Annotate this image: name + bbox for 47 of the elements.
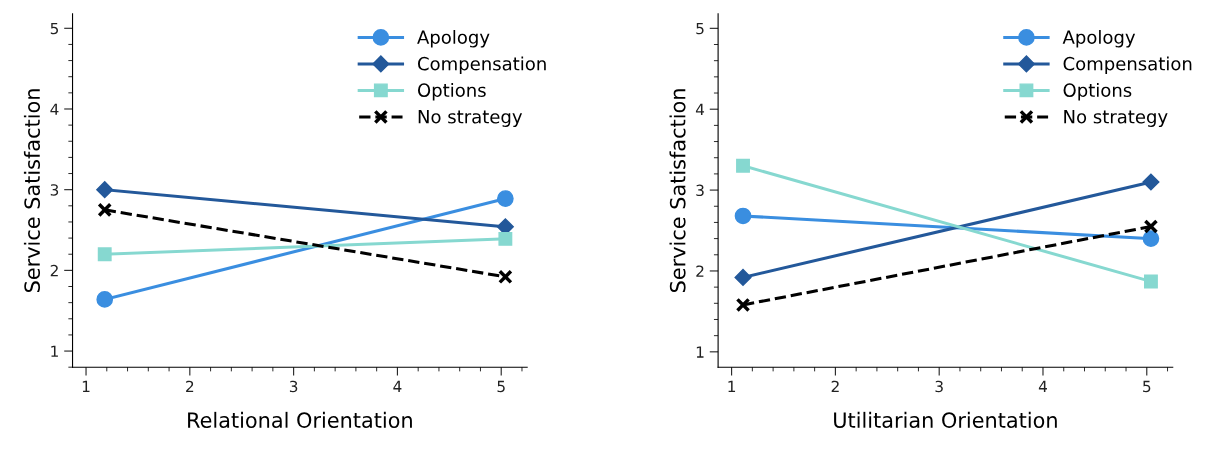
point (735, 297, 751, 313)
point (736, 158, 750, 173)
y-tick-label: 5 (50, 22, 59, 35)
x-tick-label: 3 (289, 380, 298, 393)
x-tick-label: 5 (1143, 380, 1151, 393)
x-tick-label: 4 (393, 380, 402, 392)
x-tick-label: 2 (831, 380, 839, 392)
point (96, 181, 114, 199)
x-tick-label: 1 (82, 380, 90, 392)
y-axis-title: Service Satisfaction (669, 89, 686, 293)
legend-label: Apology (1062, 30, 1136, 48)
y-tick-label: 2 (50, 264, 58, 277)
y-tick-label: 1 (696, 346, 704, 358)
y-tick-label: 3 (50, 184, 59, 196)
point (97, 202, 113, 218)
y-tick-label: 4 (695, 103, 705, 116)
point (1143, 219, 1159, 234)
point (1142, 230, 1160, 247)
y-tick-label: 4 (50, 103, 59, 115)
legend-label: No strategy (418, 110, 523, 127)
y-axis-title: Service Satisfaction (23, 89, 41, 293)
point (97, 247, 112, 262)
y-tick-label: 3 (696, 184, 704, 197)
x-axis-title: Utilitarian Orientation (834, 411, 1057, 428)
point (1142, 173, 1160, 191)
x-tick-label: 5 (497, 380, 505, 393)
legend-label: Options (417, 83, 486, 101)
x-axis-title: Relational Orientation (188, 411, 412, 428)
y-tick-label: 2 (696, 265, 704, 277)
point (498, 231, 513, 246)
point (1143, 274, 1158, 289)
legend-label: Compensation (417, 56, 546, 74)
y-tick-label: 5 (696, 22, 704, 35)
legend-label: Options (1063, 83, 1132, 101)
point (734, 268, 752, 286)
legend-label: Apology (417, 30, 490, 48)
legend-label: No strategy (1064, 110, 1168, 127)
point (96, 291, 114, 308)
point (734, 207, 752, 225)
x-tick-label: 2 (186, 380, 194, 392)
x-tick-label: 1 (728, 380, 736, 392)
x-tick-label: 4 (1038, 380, 1047, 392)
legend-label: Compensation (1063, 56, 1192, 74)
y-tick-label: 1 (51, 345, 58, 357)
point (497, 190, 514, 207)
x-tick-label: 3 (935, 380, 943, 393)
point (498, 269, 513, 285)
